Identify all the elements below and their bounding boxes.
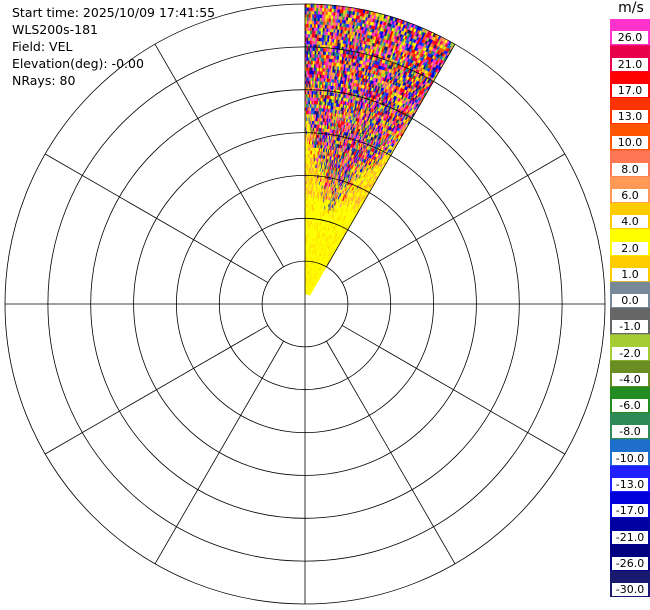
velocity-gate [308, 13, 311, 18]
velocity-gate [314, 10, 317, 15]
velocity-gate [310, 7, 314, 12]
velocity-gate [306, 27, 309, 31]
velocity-gate [306, 80, 309, 85]
velocity-gate [316, 3, 319, 8]
velocity-gate [314, 7, 317, 12]
velocity-gate [310, 27, 313, 32]
velocity-gate [313, 20, 317, 25]
velocity-gate [307, 93, 310, 98]
velocity-gate [310, 20, 313, 25]
velocity-gate [306, 67, 309, 71]
velocity-gate [309, 80, 311, 85]
velocity-gate [306, 87, 308, 91]
velocity-gate [306, 57, 309, 61]
velocity-gate [306, 73, 309, 78]
velocity-gate [315, 37, 318, 42]
velocity-gate [306, 63, 309, 68]
velocity-gate [306, 13, 309, 18]
velocity-gate [317, 20, 321, 25]
velocity-gate [313, 23, 317, 28]
velocity-gate [306, 33, 309, 38]
velocity-gate [307, 83, 310, 88]
velocity-gate [312, 20, 315, 25]
velocity-gate [312, 10, 315, 15]
velocity-gate [308, 27, 311, 31]
velocity-gate [313, 33, 316, 38]
velocity-gate [306, 10, 309, 15]
velocity-gate [306, 7, 310, 11]
velocity-gate [311, 23, 315, 28]
velocity-gate [315, 23, 319, 28]
velocity-gate [314, 13, 317, 18]
velocity-gate [307, 67, 310, 71]
velocity-gate [315, 17, 319, 22]
velocity-gate [307, 73, 310, 78]
velocity-gate [308, 37, 311, 41]
velocity-gate [312, 7, 315, 12]
velocity-gate [312, 17, 315, 21]
velocity-gate [306, 3, 310, 8]
velocity-gate [306, 40, 309, 45]
velocity-gate [308, 57, 310, 61]
velocity-gate [310, 3, 314, 8]
velocity-gate [318, 7, 321, 12]
velocity-gate [310, 30, 313, 35]
velocity-gate [306, 20, 309, 25]
velocity-gate [308, 10, 312, 15]
velocity-gate [308, 3, 312, 8]
velocity-gate [316, 34, 320, 38]
velocity-gate [308, 17, 311, 21]
velocity-gate [310, 10, 313, 15]
velocity-sector [304, 3, 456, 296]
velocity-gate [316, 10, 319, 15]
velocity-gate [310, 13, 313, 18]
velocity-gate [308, 7, 311, 11]
velocity-gate [306, 17, 310, 21]
velocity-gate [313, 30, 316, 35]
velocity-gate [306, 97, 308, 101]
velocity-gate [306, 50, 309, 55]
velocity-gate [315, 30, 318, 35]
velocity-gate [309, 53, 312, 58]
velocity-gate [308, 47, 311, 51]
velocity-gate [312, 3, 316, 8]
velocity-gate [308, 23, 311, 28]
velocity-gate [312, 13, 315, 18]
